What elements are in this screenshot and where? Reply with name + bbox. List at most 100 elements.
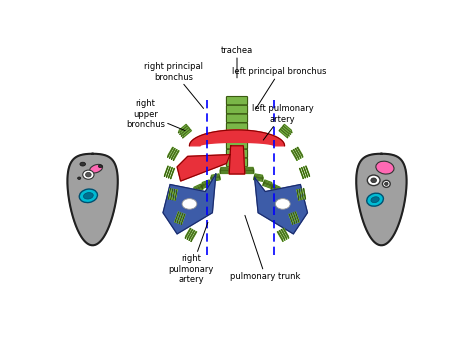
Polygon shape [180,126,189,135]
Polygon shape [220,170,229,173]
Polygon shape [190,130,284,146]
Polygon shape [220,171,229,174]
Polygon shape [166,167,170,178]
Polygon shape [245,169,254,171]
FancyBboxPatch shape [227,123,247,131]
Polygon shape [306,166,310,177]
Ellipse shape [371,178,376,183]
Polygon shape [292,151,297,161]
Text: left principal bronchus: left principal bronchus [232,67,327,108]
Polygon shape [220,168,229,170]
FancyBboxPatch shape [227,141,247,149]
Polygon shape [254,177,263,181]
Polygon shape [178,124,187,133]
Polygon shape [175,189,177,201]
Polygon shape [187,229,193,240]
Ellipse shape [383,180,390,187]
Polygon shape [67,154,118,245]
Polygon shape [293,213,297,223]
Polygon shape [181,128,190,136]
Ellipse shape [371,197,379,203]
Ellipse shape [78,177,81,179]
Polygon shape [255,178,308,234]
Polygon shape [169,168,173,178]
Polygon shape [263,183,272,189]
Ellipse shape [384,182,388,185]
Polygon shape [264,180,273,185]
Polygon shape [202,182,211,187]
Polygon shape [220,169,229,171]
Polygon shape [182,129,191,138]
Polygon shape [264,181,272,186]
Polygon shape [254,175,263,179]
Polygon shape [272,185,280,191]
Polygon shape [229,146,245,174]
Polygon shape [194,186,202,192]
Polygon shape [293,149,299,160]
Polygon shape [172,149,177,160]
Ellipse shape [275,199,290,209]
FancyBboxPatch shape [227,97,247,105]
Ellipse shape [376,161,394,174]
Polygon shape [170,148,175,158]
FancyBboxPatch shape [227,105,247,114]
Ellipse shape [80,162,85,166]
Polygon shape [271,187,279,193]
FancyBboxPatch shape [227,132,247,140]
Polygon shape [299,189,301,200]
Ellipse shape [367,193,383,206]
Polygon shape [211,175,220,179]
Polygon shape [163,174,216,234]
Polygon shape [194,185,202,191]
Polygon shape [304,167,308,178]
Polygon shape [281,229,287,240]
Ellipse shape [90,164,102,173]
Text: right
pulmonary
artery: right pulmonary artery [169,222,214,284]
Ellipse shape [79,189,98,203]
Polygon shape [201,180,210,185]
Polygon shape [295,212,299,223]
Polygon shape [283,124,292,133]
Polygon shape [295,148,301,158]
Polygon shape [282,126,291,135]
Polygon shape [277,231,283,242]
Polygon shape [191,231,197,242]
Text: left pulmonary
artery: left pulmonary artery [252,104,314,140]
Polygon shape [189,230,195,241]
Polygon shape [181,214,185,225]
Polygon shape [173,189,175,200]
Polygon shape [301,189,303,200]
Polygon shape [273,184,281,190]
Polygon shape [193,184,201,190]
Polygon shape [171,189,173,200]
Polygon shape [211,174,220,178]
Polygon shape [177,155,230,181]
Ellipse shape [182,199,197,209]
Polygon shape [283,228,289,239]
Polygon shape [169,188,171,199]
Polygon shape [289,214,293,225]
Polygon shape [245,170,254,173]
Polygon shape [168,147,173,157]
Polygon shape [254,174,263,178]
Polygon shape [254,176,263,180]
Polygon shape [177,213,181,223]
Polygon shape [175,212,179,223]
Ellipse shape [83,192,93,199]
Polygon shape [279,129,288,138]
Polygon shape [356,154,407,245]
Polygon shape [164,166,168,177]
Ellipse shape [367,175,380,186]
FancyBboxPatch shape [227,149,247,158]
Text: trachea: trachea [221,46,253,78]
Polygon shape [281,128,289,136]
Polygon shape [211,176,220,180]
Polygon shape [185,228,191,239]
Ellipse shape [83,170,94,179]
Polygon shape [272,186,280,192]
Polygon shape [202,181,210,186]
Ellipse shape [99,165,102,168]
Text: pulmonary trunk: pulmonary trunk [230,215,301,280]
Polygon shape [301,168,305,178]
Polygon shape [297,147,303,157]
